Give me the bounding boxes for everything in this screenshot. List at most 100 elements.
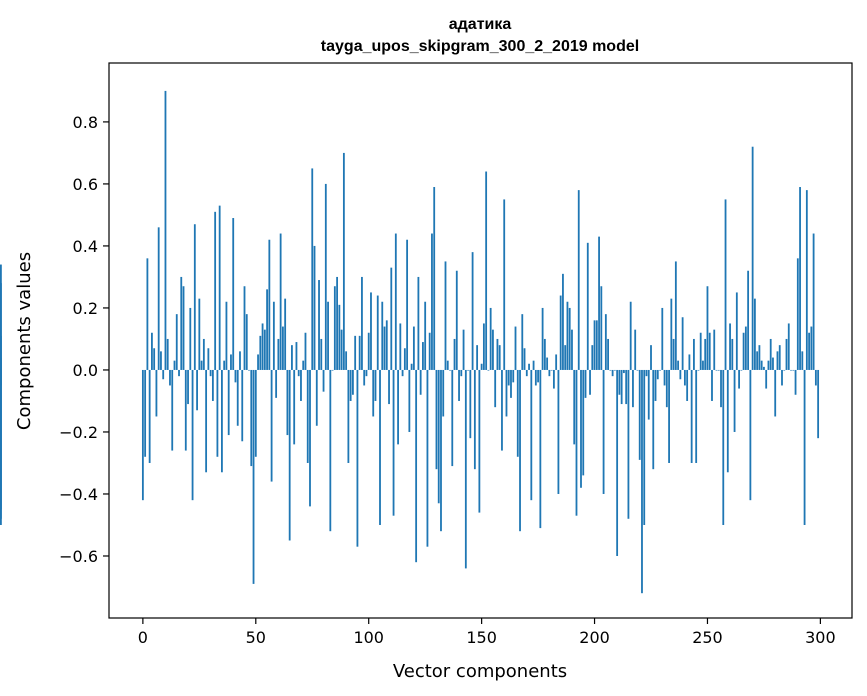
- bar-179: [546, 357, 549, 370]
- bar-217: [632, 369, 634, 408]
- bar-192: [575, 369, 578, 516]
- bar-20: [187, 369, 189, 405]
- chart-title: адатика: [449, 16, 512, 33]
- bar-72: [304, 332, 307, 370]
- bar-288: [792, 369, 795, 371]
- y-tick-label: −0.6: [59, 547, 98, 566]
- bar-239: [681, 317, 684, 370]
- bar-251: [708, 332, 711, 370]
- bar-222: [643, 369, 646, 525]
- bar-205: [604, 314, 607, 370]
- bar-256: [720, 369, 722, 408]
- bar-264: [738, 369, 740, 389]
- bar-121: [415, 369, 418, 563]
- bar-242: [688, 354, 691, 370]
- x-axis-label: Vector components: [393, 661, 567, 682]
- bar-226: [652, 369, 655, 470]
- bar-259: [726, 369, 729, 473]
- bar-286: [787, 323, 790, 370]
- bar-78: [318, 280, 320, 370]
- bar-206: [607, 338, 609, 370]
- bar-11: [166, 338, 169, 370]
- bar-195: [582, 369, 585, 476]
- bar-294: [805, 190, 808, 370]
- bar-224: [647, 369, 650, 420]
- bar-53: [261, 323, 264, 370]
- y-tick-label: 0.0: [73, 361, 98, 380]
- bar-27: [202, 338, 205, 370]
- bar-278: [769, 338, 772, 370]
- bar-197: [586, 242, 589, 370]
- y-tick-label: 0.8: [73, 113, 98, 132]
- bar-148: [476, 345, 479, 370]
- bar-116: [403, 348, 406, 370]
- bar-218: [634, 329, 637, 370]
- bar-213: [623, 369, 625, 374]
- y-tick-label: 0.2: [73, 299, 98, 318]
- x-tick-label: 200: [579, 628, 610, 647]
- bar-162: [507, 369, 510, 386]
- bar-8: [160, 351, 162, 370]
- bar-62: [281, 326, 284, 370]
- bar-34: [218, 205, 221, 370]
- bar-172: [530, 369, 533, 501]
- bar-98: [363, 369, 366, 386]
- bar-180: [548, 369, 551, 377]
- bar-146: [471, 252, 474, 370]
- bar-279: [772, 357, 774, 370]
- bar-114: [399, 323, 402, 370]
- bar-249: [704, 338, 707, 370]
- bar-80: [322, 369, 325, 392]
- bar-29: [207, 348, 210, 370]
- y-tick-label: −0.2: [59, 423, 98, 442]
- bar-39: [230, 354, 232, 370]
- bar-125: [424, 301, 427, 370]
- x-tick-label: 150: [466, 628, 497, 647]
- bar-261: [731, 338, 734, 370]
- bar-49: [252, 369, 255, 584]
- bar-254: [715, 369, 718, 371]
- x-axis-ticks: 0 50 100 150 200 250 300: [138, 618, 836, 647]
- chart-subtitle: tayga_upos_skipgram_300_2_2019 model: [321, 38, 639, 55]
- bars-group: [0, 90, 820, 594]
- bar-48: [250, 369, 253, 467]
- bar-216: [629, 301, 632, 370]
- bar-282: [778, 345, 781, 370]
- bar-199: [591, 345, 594, 370]
- bar-277: [767, 360, 770, 370]
- bar-194: [580, 369, 582, 488]
- bar-54: [263, 329, 266, 370]
- bar-138: [453, 338, 456, 370]
- bar-75: [311, 168, 314, 370]
- bar-184: [557, 369, 560, 494]
- bar-168: [521, 314, 524, 370]
- plot-frame: [108, 62, 853, 619]
- bar-209: [613, 369, 616, 371]
- bar-235: [672, 338, 675, 370]
- bar-18: [182, 286, 185, 370]
- bar-28: [205, 369, 208, 473]
- x-tick-label: 300: [805, 628, 836, 647]
- bar-151: [482, 323, 485, 370]
- bar-200: [593, 320, 596, 370]
- bar-153: [487, 369, 490, 371]
- bar-283: [781, 369, 783, 386]
- x-tick-label: 0: [138, 628, 148, 647]
- bar-74: [309, 369, 311, 507]
- bar-142: [462, 329, 465, 370]
- bar-243: [690, 369, 693, 463]
- bar-263: [735, 292, 738, 370]
- bar-9: [162, 369, 165, 380]
- bar-149: [478, 369, 481, 513]
- bar-178: [543, 338, 546, 370]
- bar-81: [324, 183, 327, 370]
- bar-14: [173, 360, 176, 370]
- bar-126: [426, 369, 429, 547]
- bar-26: [200, 360, 203, 370]
- bar-182: [552, 369, 555, 389]
- bar-196: [584, 369, 587, 398]
- bar-204: [602, 369, 605, 494]
- bar-85: [333, 286, 336, 370]
- bar-100: [367, 332, 370, 370]
